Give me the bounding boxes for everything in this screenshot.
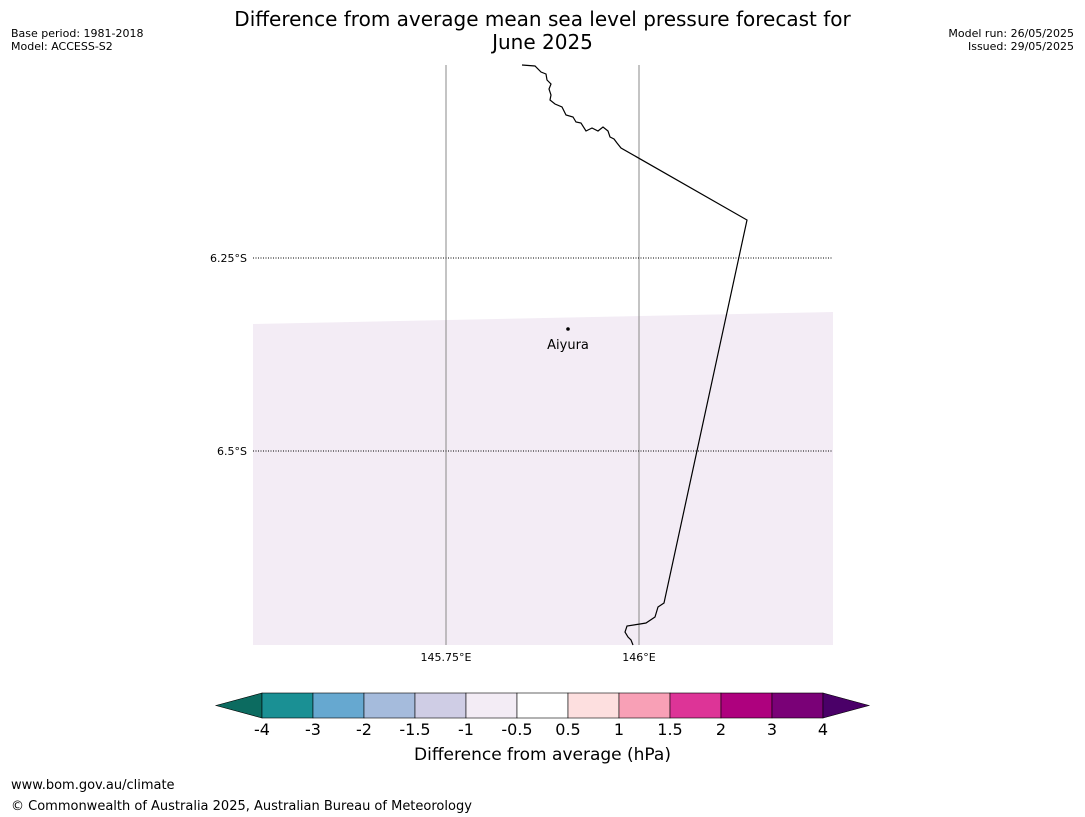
colorbar-box <box>771 692 824 719</box>
colorbar-tick-label: -2 <box>356 720 372 739</box>
anomaly-fill-region <box>253 312 833 645</box>
model-run: Model run: 26/05/2025 <box>948 27 1074 40</box>
colorbar-tick-label: -0.5 <box>501 720 532 739</box>
colorbar-tick-label: -3 <box>305 720 321 739</box>
colorbar-ticks: -4 -3 -2 -1.5 -1 -0.5 0.5 1 1.5 2 3 4 <box>254 720 828 739</box>
colorbar-tick-label: 2 <box>716 720 726 739</box>
colorbar-tick-label: -1 <box>458 720 474 739</box>
colorbar-box <box>414 692 467 719</box>
colorbar-label: Difference from average (hPa) <box>414 745 671 765</box>
meta-right: Model run: 26/05/2025 Issued: 29/05/2025 <box>948 27 1074 53</box>
colorbar-tick-label: 1 <box>614 720 624 739</box>
footer-url: www.bom.gov.au/climate <box>11 778 175 793</box>
footer: www.bom.gov.au/climate © Commonwealth of… <box>11 775 472 817</box>
colorbar-box <box>618 692 671 719</box>
colorbar: -4 -3 -2 -1.5 -1 -0.5 0.5 1 1.5 2 3 4 <box>214 692 871 739</box>
colorbar-box <box>720 692 773 719</box>
colorbar-box <box>261 692 314 719</box>
colorbar-tick-label: -4 <box>254 720 270 739</box>
colorbar-box <box>363 692 416 719</box>
map-title: Difference from average mean sea level p… <box>0 8 1085 54</box>
aiyura-marker <box>566 327 570 331</box>
colorbar-tick-label: 1.5 <box>657 720 682 739</box>
colorbar-tick-label: 4 <box>818 720 828 739</box>
colorbar-tick-label: 0.5 <box>555 720 580 739</box>
colorbar-box <box>465 692 518 719</box>
footer-copyright: © Commonwealth of Australia 2025, Austra… <box>11 799 472 814</box>
lon-label-146e: 146°E <box>622 651 655 664</box>
lon-label-145-75e: 145.75°E <box>421 651 472 664</box>
lat-label-6-5s: 6.5°S <box>217 445 247 458</box>
boundary-line <box>521 64 748 646</box>
colorbar-under-arrow <box>214 692 263 719</box>
colorbar-over-arrow <box>822 692 871 719</box>
colorbar-tick-label: -1.5 <box>399 720 430 739</box>
colorbar-box <box>516 692 569 719</box>
meta-left: Base period: 1981-2018 Model: ACCESS-S2 <box>11 27 143 53</box>
colorbar-box <box>567 692 620 719</box>
issued-date: Issued: 29/05/2025 <box>967 40 1074 53</box>
lat-label-6-25s: 6.25°S <box>210 252 247 265</box>
title-line-1: Difference from average mean sea level p… <box>234 7 851 31</box>
title-line-2: June 2025 <box>492 30 593 54</box>
colorbar-box <box>669 692 722 719</box>
colorbar-boxes <box>214 692 871 719</box>
model-name: Model: ACCESS-S2 <box>11 40 113 53</box>
base-period: Base period: 1981-2018 <box>11 27 144 40</box>
colorbar-box <box>312 692 365 719</box>
map: Aiyura 6.25°S 6.5°S 145.75°E 146°E <box>210 64 833 664</box>
colorbar-tick-label: 3 <box>767 720 777 739</box>
aiyura-label: Aiyura <box>547 338 589 353</box>
